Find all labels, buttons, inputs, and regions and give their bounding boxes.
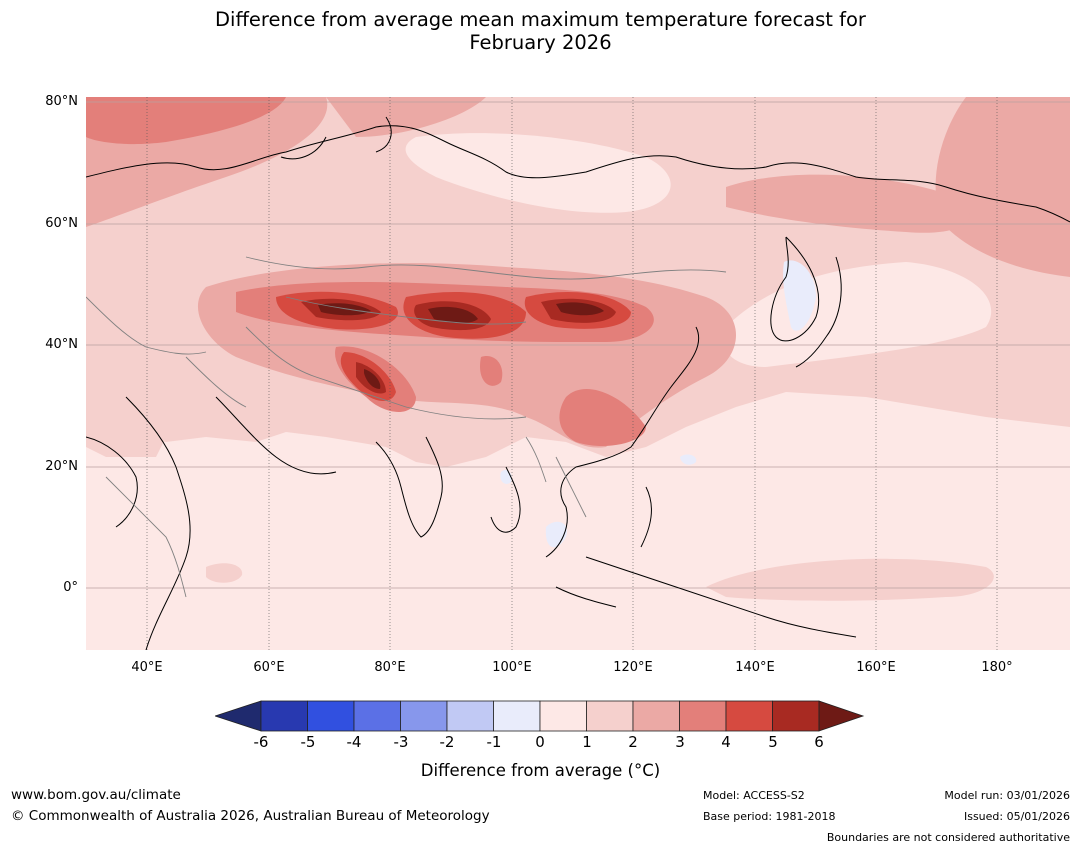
graticule [146, 97, 998, 650]
cb-tick: 0 [535, 733, 545, 751]
anomaly-cool-scs [545, 521, 567, 548]
colorbar-cells [215, 700, 865, 732]
colorbar-cell [679, 700, 727, 732]
cb-tick: -4 [346, 733, 362, 751]
anomaly-3-4-arctic [86, 97, 286, 145]
lon-label-100e: 100°E [492, 660, 532, 675]
colorbar-cell [586, 700, 634, 732]
base-period: Base period: 1981-2018 [703, 810, 836, 823]
title-line-2: February 2026 [469, 31, 612, 54]
cb-tick: 4 [721, 733, 731, 751]
latitude-lines [86, 101, 1070, 589]
lon-label-180: 180° [981, 660, 1013, 675]
model-name: Model: ACCESS-S2 [703, 789, 805, 802]
colorbar-cell [632, 700, 680, 732]
lon-label-120e: 120°E [613, 660, 653, 675]
anomaly-above-6-c [556, 302, 604, 316]
lat-label-20n: 20°N [45, 459, 78, 474]
anomaly-1-2-ocean [206, 563, 243, 583]
colorbar-cell [725, 700, 773, 732]
website-link[interactable]: www.bom.gov.au/climate [11, 787, 181, 803]
cb-tick: 5 [768, 733, 778, 751]
anomaly-1-2-sea [706, 558, 994, 601]
anomaly-2-3-east-siberia [726, 174, 970, 233]
cb-tick: -3 [393, 733, 409, 751]
colorbar-cell [772, 700, 820, 732]
lon-label-140e: 140°E [735, 660, 775, 675]
colorbar-cell [400, 700, 448, 732]
lat-label-0: 0° [63, 580, 78, 595]
cb-tick: 6 [814, 733, 824, 751]
map-canvas [86, 97, 1070, 650]
colorbar-extend-low [215, 700, 262, 732]
colorbar-cell [353, 700, 401, 732]
colorbar-cell [446, 700, 494, 732]
colorbar-extend-high [818, 700, 865, 732]
colorbar-cell [260, 700, 308, 732]
colorbar-cell [539, 700, 587, 732]
anomaly-cool-japan-sea [783, 260, 816, 331]
map-title: Difference from average mean maximum tem… [0, 8, 1081, 54]
lon-label-40e: 40°E [131, 660, 163, 675]
coastlines [86, 116, 1070, 650]
lat-label-80n: 80°N [45, 94, 78, 109]
cb-tick: -5 [300, 733, 316, 751]
anomaly-3-4-spot [480, 356, 503, 386]
anomaly-3-4-sichuan [559, 388, 646, 447]
lon-label-80e: 80°E [374, 660, 406, 675]
model-run: Model run: 03/01/2026 [944, 789, 1070, 802]
colorbar [215, 700, 865, 732]
colorbar-cell [493, 700, 541, 732]
lon-label-160e: 160°E [856, 660, 896, 675]
lat-label-40n: 40°N [45, 337, 78, 352]
title-line-1: Difference from average mean maximum tem… [215, 8, 866, 31]
cb-tick: -1 [486, 733, 502, 751]
colorbar-label: Difference from average (°C) [420, 761, 661, 780]
lat-label-60n: 60°N [45, 216, 78, 231]
cb-tick: -2 [439, 733, 455, 751]
boundary-disclaimer: Boundaries are not considered authoritat… [826, 831, 1070, 844]
cb-tick: 1 [582, 733, 592, 751]
anomaly-above-6-d [364, 369, 381, 389]
cb-tick: -6 [253, 733, 269, 751]
anomaly-2-3-kara [326, 97, 486, 137]
anomaly-above-6-b [428, 306, 478, 324]
anomaly-cool-philippine [680, 454, 697, 465]
country-borders [86, 256, 727, 598]
anomaly-1-2-arabia [86, 387, 176, 457]
colorbar-cell [307, 700, 355, 732]
anomaly-2-3-ne [935, 97, 1070, 277]
cb-tick: 3 [675, 733, 685, 751]
cb-tick: 2 [628, 733, 638, 751]
lon-label-60e: 60°E [253, 660, 285, 675]
forecast-map [86, 97, 1070, 650]
issued-date: Issued: 05/01/2026 [963, 810, 1070, 823]
copyright: © Commonwealth of Australia 2026, Austra… [11, 808, 490, 824]
